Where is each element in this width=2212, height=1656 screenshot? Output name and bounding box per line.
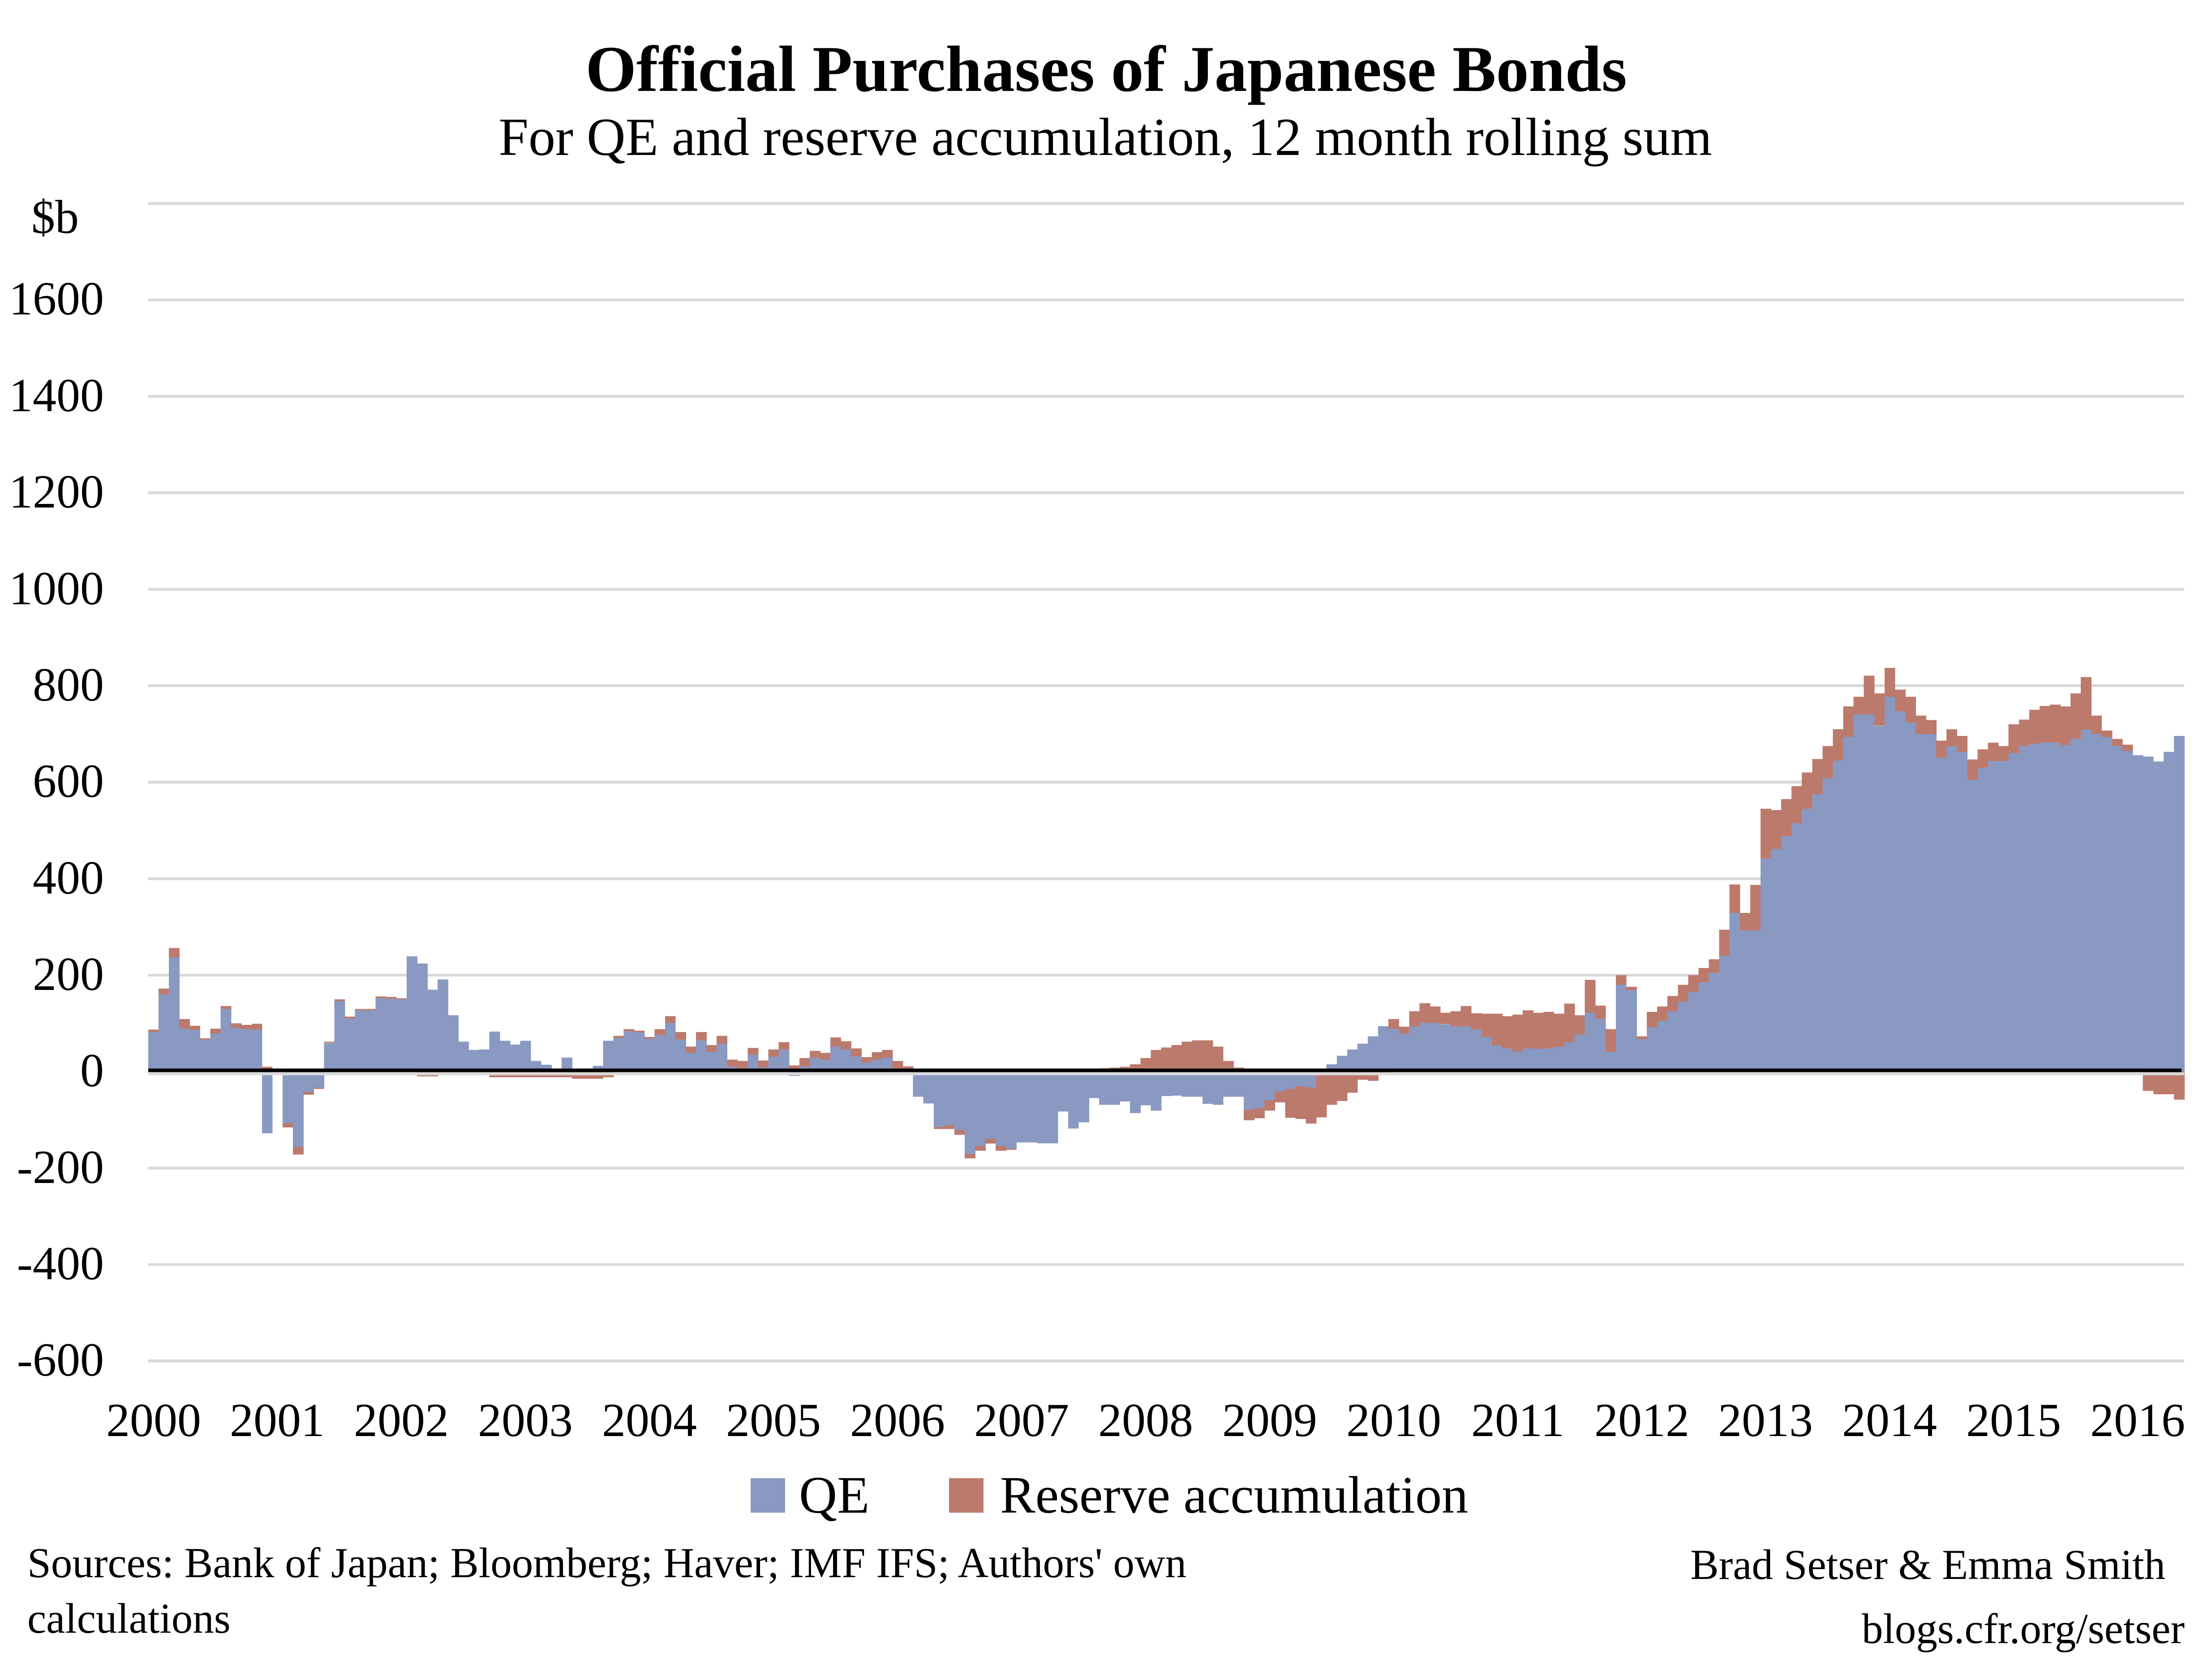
svg-text:blogs.cfr.org/setser: blogs.cfr.org/setser — [1862, 1605, 2185, 1652]
svg-text:Reserve accumulation: Reserve accumulation — [1000, 1466, 1468, 1524]
svg-text:For QE and reserve accumulatio: For QE and reserve accumulation, 12 mont… — [498, 107, 1712, 167]
svg-text:2003: 2003 — [478, 1394, 573, 1446]
svg-text:-200: -200 — [17, 1141, 104, 1193]
svg-text:-600: -600 — [17, 1333, 104, 1386]
svg-text:Brad Setser & Emma Smith: Brad Setser & Emma Smith — [1690, 1541, 2165, 1588]
svg-text:2011: 2011 — [1471, 1394, 1564, 1446]
svg-text:$b: $b — [31, 191, 79, 243]
svg-text:2006: 2006 — [850, 1394, 945, 1446]
svg-text:QE: QE — [799, 1466, 869, 1524]
svg-text:calculations: calculations — [27, 1595, 231, 1642]
svg-text:2001: 2001 — [230, 1394, 325, 1446]
svg-text:200: 200 — [33, 948, 104, 1000]
svg-text:Official Purchases of Japanese: Official Purchases of Japanese Bonds — [585, 33, 1627, 105]
svg-text:2002: 2002 — [354, 1394, 449, 1446]
svg-text:600: 600 — [33, 755, 104, 807]
svg-text:400: 400 — [33, 852, 104, 904]
svg-text:-400: -400 — [17, 1237, 104, 1290]
svg-text:2012: 2012 — [1594, 1394, 1689, 1446]
svg-text:1400: 1400 — [9, 369, 104, 422]
svg-text:2008: 2008 — [1098, 1394, 1193, 1446]
svg-text:2005: 2005 — [726, 1394, 821, 1446]
svg-text:800: 800 — [33, 658, 104, 711]
svg-text:2007: 2007 — [974, 1394, 1069, 1446]
svg-text:2015: 2015 — [1966, 1394, 2061, 1446]
svg-text:Sources: Bank of Japan; Bloomb: Sources: Bank of Japan; Bloomberg; Haver… — [27, 1539, 1186, 1587]
svg-text:1600: 1600 — [9, 272, 104, 325]
svg-text:1200: 1200 — [9, 465, 104, 518]
svg-text:2016: 2016 — [2090, 1394, 2185, 1446]
svg-text:2009: 2009 — [1222, 1394, 1317, 1446]
svg-text:2000: 2000 — [106, 1394, 201, 1446]
svg-text:2004: 2004 — [602, 1394, 697, 1446]
svg-text:0: 0 — [80, 1044, 104, 1097]
svg-text:1000: 1000 — [9, 562, 104, 615]
svg-text:2014: 2014 — [1842, 1394, 1937, 1446]
svg-text:2013: 2013 — [1718, 1394, 1813, 1446]
svg-text:2010: 2010 — [1346, 1394, 1441, 1446]
